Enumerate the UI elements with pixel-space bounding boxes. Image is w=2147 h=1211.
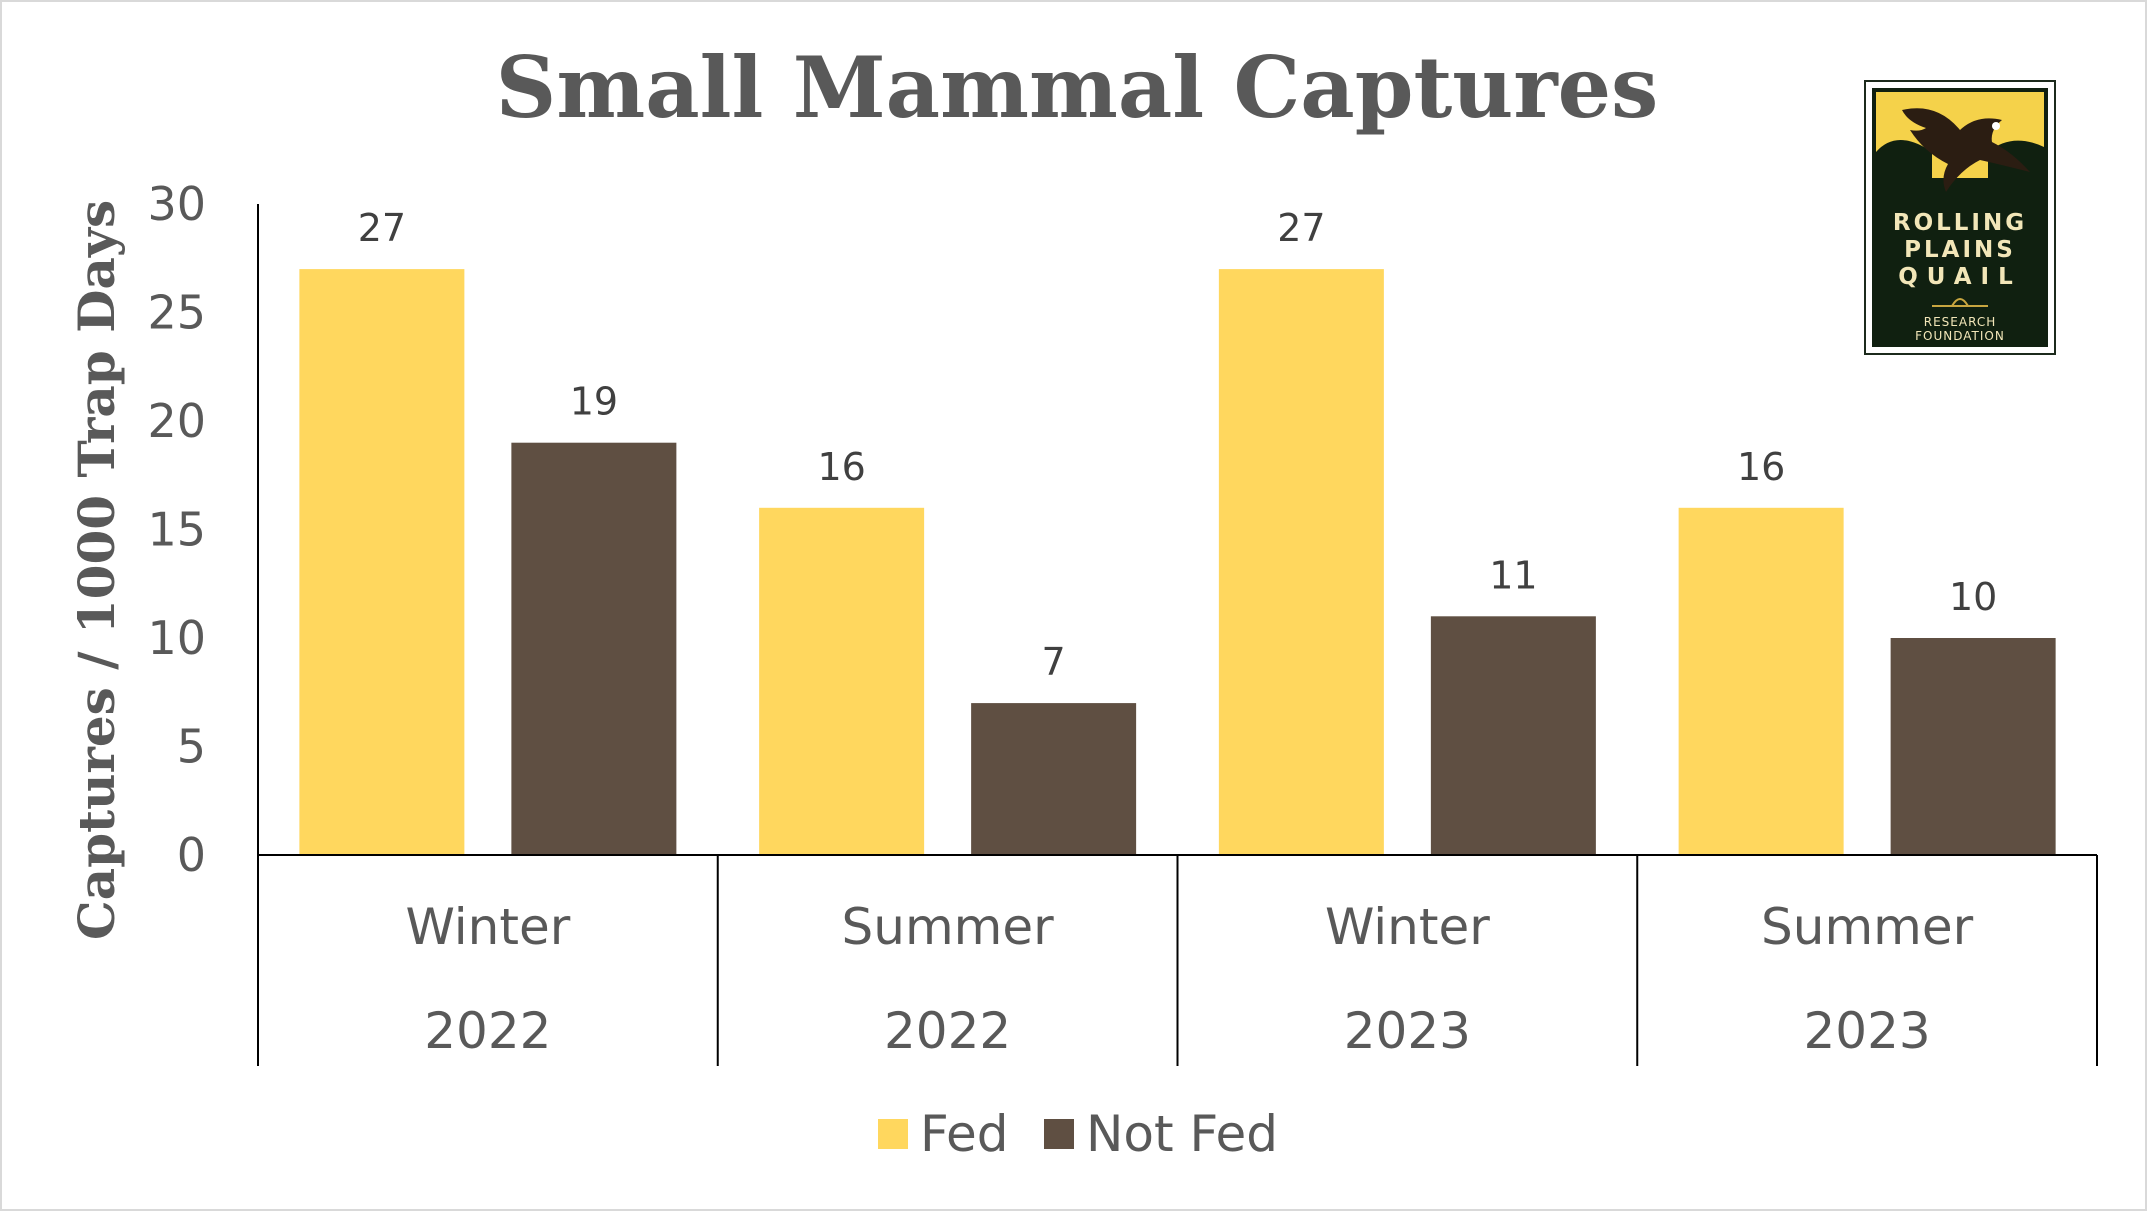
bar-fed — [759, 507, 925, 855]
data-label: 19 — [570, 380, 618, 424]
y-tick-label: 20 — [147, 394, 206, 448]
data-label: 10 — [1949, 575, 1997, 619]
legend-swatch — [878, 1119, 908, 1149]
y-tick-label: 30 — [147, 177, 206, 231]
bar-fed — [299, 269, 465, 856]
y-axis-title: Captures / 1000 Trap Days — [67, 200, 126, 940]
y-tick-label: 5 — [177, 720, 206, 774]
data-label: 27 — [358, 206, 406, 250]
category-label-season: Summer — [1761, 898, 1974, 956]
data-label: 27 — [1277, 206, 1325, 250]
y-axis-ticks: 0 5 10 15 20 25 30 — [147, 177, 206, 882]
category-label-season: Summer — [842, 898, 1055, 956]
data-labels: 27 19 16 7 27 11 16 10 — [358, 206, 1998, 684]
y-tick-label: 0 — [177, 828, 206, 882]
category-labels: Winter 2022 Summer 2022 Winter 2023 Summer 2023 — [405, 898, 1973, 1060]
y-tick-label: 15 — [147, 503, 206, 557]
data-label: 7 — [1042, 640, 1066, 684]
bar-not-fed — [971, 703, 1137, 855]
logo-text-plains: PLAINS — [1904, 237, 2016, 263]
logo-text-quail: QUAIL — [1898, 264, 2022, 290]
rpqrf-logo: ROLLING PLAINS QUAIL RESEARCH FOUNDATION — [1864, 80, 2056, 355]
category-label-year: 2022 — [424, 1002, 551, 1060]
category-label-season: Winter — [405, 898, 570, 956]
category-label-season: Winter — [1325, 898, 1490, 956]
data-label: 16 — [1737, 445, 1785, 489]
bar-fed — [1218, 269, 1384, 856]
logo-text-research: RESEARCH — [1924, 315, 1996, 329]
category-label-year: 2023 — [1344, 1002, 1471, 1060]
category-label-year: 2023 — [1804, 1002, 1931, 1060]
logo-text-rolling: ROLLING — [1893, 210, 2027, 236]
legend-label: Fed — [920, 1105, 1009, 1163]
legend-label: Not Fed — [1086, 1105, 1278, 1163]
y-tick-label: 25 — [147, 286, 206, 340]
data-label: 16 — [817, 445, 865, 489]
chart-title: Small Mammal Captures — [496, 38, 1659, 137]
legend: Fed Not Fed — [878, 1105, 1278, 1163]
bar-not-fed — [1890, 638, 2056, 855]
data-label: 11 — [1489, 553, 1537, 597]
bar-not-fed — [1430, 616, 1596, 855]
logo-text-foundation: FOUNDATION — [1915, 329, 2005, 343]
legend-swatch — [1044, 1119, 1074, 1149]
bars — [299, 269, 2056, 856]
y-tick-label: 10 — [147, 611, 206, 665]
quail-icon — [1902, 108, 2030, 192]
bar-not-fed — [511, 442, 677, 855]
category-label-year: 2022 — [884, 1002, 1011, 1060]
axes — [257, 204, 2098, 1066]
bar-fed — [1678, 507, 1844, 855]
